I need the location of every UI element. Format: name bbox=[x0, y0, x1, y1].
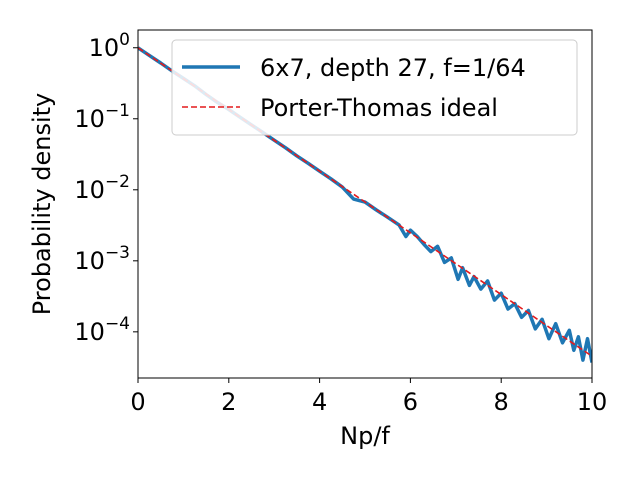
x-tick-label: 0 bbox=[130, 388, 145, 416]
x-tick-label: 6 bbox=[403, 388, 418, 416]
y-axis-label: Probability density bbox=[28, 93, 56, 316]
legend: 6x7, depth 27, f=1/64 Porter-Thomas ideal bbox=[171, 39, 578, 136]
axes-frame bbox=[137, 29, 593, 379]
y-tick-label: 10−4 bbox=[74, 314, 130, 346]
x-tick-label: 10 bbox=[577, 388, 608, 416]
legend-box bbox=[171, 39, 578, 136]
x-tick-label: 8 bbox=[494, 388, 509, 416]
x-axis-label: Np/f bbox=[340, 422, 390, 450]
x-tick-label: 2 bbox=[221, 388, 236, 416]
legend-label-2: Porter-Thomas ideal bbox=[260, 94, 498, 122]
legend-label-1: 6x7, depth 27, f=1/64 bbox=[260, 54, 526, 82]
x-tick-label: 4 bbox=[312, 388, 327, 416]
